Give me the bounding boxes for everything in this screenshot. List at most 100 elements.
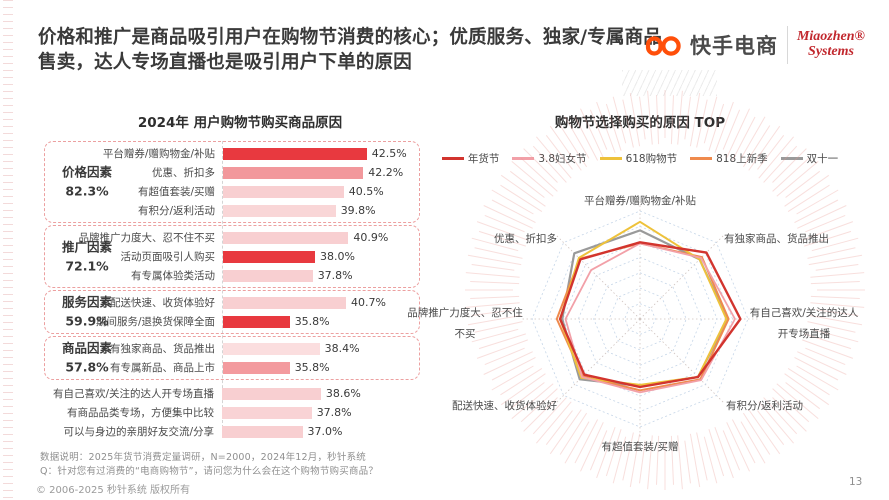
- bar-group-name: 商品因素: [61, 340, 112, 356]
- bar-group-percent: 72.1%: [65, 258, 109, 274]
- bar-chart-baseline: [222, 141, 223, 438]
- legend-label: 双十一: [806, 153, 839, 165]
- bar-value: 40.5%: [348, 185, 384, 198]
- bar-row: 优惠、折扣多 42.2%: [45, 163, 419, 182]
- miaozhen-logo-line1: Miaozhen®: [796, 29, 865, 45]
- legend-label: 618购物节: [625, 153, 678, 165]
- bar-row: 有积分/返利活动 39.8%: [45, 201, 419, 220]
- miaozhen-logo: Miaozhen® Systems: [797, 30, 865, 59]
- radar-axis-label-value-bundles: 有超值套装/买赠: [601, 441, 679, 453]
- bar-row: 期间服务/退换货保障全面 35.8%: [45, 312, 419, 331]
- bar-label: 品牌推广力度大、忍不住不买: [78, 232, 216, 244]
- radar-axis-label-influencer-livestream: 有自己喜欢/关注的达人开专场直播: [749, 307, 859, 340]
- logo-area: 快手电商 Miaozhen® Systems: [645, 26, 865, 64]
- bar-factor-group: 服务因素 59.9% 配送快速、收货体验好 40.7% 期间服务/退换货保障全面 35.8…: [44, 290, 420, 334]
- bar-label: 有商品品类专场，方便集中比较: [67, 407, 214, 419]
- legend-item: 618购物节: [599, 151, 678, 166]
- bar-value: 37.0%: [307, 425, 343, 438]
- bar-label: 期间服务/退换货保障全面: [95, 316, 215, 328]
- legend-swatch: [441, 157, 464, 160]
- kuaishou-logo-text: 快手电商: [689, 34, 778, 58]
- radar-legend: 年货节 3.8妇女节 618购物节 818上新季 双十一: [441, 151, 838, 166]
- bar: [222, 406, 312, 419]
- legend-swatch: [599, 157, 622, 160]
- bar-group-label: 商品因素 57.8%: [51, 339, 123, 378]
- bar-row: 可以与身边的亲朋好友交流/分享 37.0%: [44, 422, 420, 441]
- legend-label: 年货节: [467, 153, 500, 165]
- bar-label: 有专属新品、商品上市: [110, 362, 215, 374]
- bar-row: 有商品品类专场，方便集中比较 37.8%: [44, 403, 420, 422]
- bar-factor-group: 推广因素 72.1% 品牌推广力度大、忍不住不买 40.9% 活动页面吸引人购买 38.0…: [44, 225, 420, 288]
- bar-value: 39.8%: [340, 204, 376, 217]
- bar-label: 平台赠券/赠购物金/补贴: [102, 148, 215, 160]
- bar: [222, 425, 303, 438]
- copyright: © 2006-2025 秒针系统 版权所有: [36, 485, 191, 496]
- radar-chart: [465, 90, 865, 490]
- bar-value: 38.0%: [320, 250, 355, 263]
- radar-chart-title: 购物节选择购买的原因 TOP: [554, 115, 726, 131]
- bar-row: 活动页面吸引人购买 38.0%: [45, 247, 419, 266]
- bar: [223, 315, 290, 328]
- bar-row: 有自己喜欢/关注的达人开专场直播 38.6%: [44, 384, 420, 403]
- bar-group-label: 价格因素 82.3%: [51, 163, 123, 202]
- data-note-line1: 数据说明：2025年货节消费定量调研，N=2000，2024年12月，秒针系统: [40, 452, 366, 463]
- bar-label: 有独家商品、货品推出: [110, 343, 215, 355]
- bar-group-percent: 82.3%: [65, 184, 109, 199]
- logo-divider: [786, 26, 788, 64]
- bar-label: 有自己喜欢/关注的达人开专场直播: [52, 388, 214, 400]
- slide-title: 价格和推广是商品吸引用户在购物节消费的核心；优质服务、独家/专属商品售卖，达人专…: [38, 27, 663, 73]
- bar-value: 42.5%: [371, 147, 407, 160]
- radar-series-年货节: [558, 241, 742, 389]
- radar-axis-label-points-rebate: 有积分/返利活动: [726, 400, 804, 412]
- bar-label: 可以与身边的亲朋好友交流/分享: [63, 426, 214, 438]
- hatch-decoration: [622, 70, 717, 96]
- bar-value: 38.6%: [325, 387, 361, 400]
- radar-axis-label-discounts: 优惠、折扣多: [494, 233, 557, 245]
- bar-group-name: 价格因素: [61, 164, 112, 180]
- bar-value: 40.7%: [351, 296, 386, 309]
- radar-series-3.8妇女节: [564, 242, 736, 394]
- bar-label: 有积分/返利活动: [137, 205, 215, 217]
- bar-extra-rows: 有自己喜欢/关注的达人开专场直播 38.6% 有商品品类专场，方便集中比较 37.8%…: [44, 382, 420, 441]
- bar: [223, 147, 367, 160]
- bar: [223, 342, 320, 355]
- bar: [223, 185, 344, 198]
- legend-swatch: [690, 157, 713, 160]
- legend-swatch: [780, 157, 803, 160]
- bar: [223, 269, 313, 282]
- bar: [223, 204, 336, 217]
- bar-row: 有超值套装/买赠 40.5%: [45, 182, 419, 201]
- bar-row: 品牌推广力度大、忍不住不买 40.9%: [45, 228, 419, 247]
- bar-group-name: 推广因素: [61, 239, 112, 255]
- legend-item: 年货节: [441, 151, 500, 166]
- bar-label: 有专属体验类活动: [131, 270, 215, 282]
- bar-row: 有专属新品、商品上市 35.8%: [45, 358, 419, 377]
- bar-label: 活动页面吸引人购买: [120, 251, 216, 263]
- bar-label: 优惠、折扣多: [152, 167, 215, 179]
- radar-axis-label-exclusive-goods: 有独家商品、货品推出: [724, 233, 829, 245]
- legend-label: 818上新季: [716, 153, 768, 165]
- bar: [223, 166, 364, 179]
- bar-value: 38.4%: [324, 342, 360, 355]
- data-note-line2: Q：针对您有过消费的“电商购物节”，请问您为什么会在这个购物节购买商品？: [40, 466, 379, 477]
- bar: [222, 387, 321, 400]
- legend-label: 3.8妇女节: [538, 153, 587, 165]
- radar-series-618购物节: [559, 220, 728, 386]
- bar-factor-group: 商品因素 57.8% 有独家商品、货品推出 38.4% 有专属新品、商品上市 35.8%: [44, 336, 420, 380]
- left-edge-decoration: [3, 0, 13, 500]
- bar-factor-group: 价格因素 82.3% 平台赠券/赠购物金/补贴 42.5% 优惠、折扣多 42.2% 有超值…: [44, 141, 420, 223]
- bar-group-label: 推广因素 72.1%: [51, 237, 123, 276]
- bar-value: 35.8%: [294, 315, 330, 328]
- legend-item: 双十一: [780, 151, 839, 166]
- legend-item: 818上新季: [690, 151, 768, 166]
- radar-axis-label-brand-promotion: 品牌推广力度大、忍不住不买: [407, 307, 523, 340]
- page-number: 13: [849, 476, 863, 488]
- miaozhen-logo-line2: Systems: [808, 44, 854, 59]
- radar-axis-label-platform-coupons: 平台赠券/赠购物金/补贴: [583, 195, 697, 207]
- bar-group-name: 服务因素: [61, 294, 112, 310]
- bar-value: 40.9%: [353, 231, 389, 244]
- bar-row: 有专属体验类活动 37.8%: [45, 266, 419, 285]
- bar-chart-title: 2024年 用户购物节购买商品原因: [137, 115, 343, 131]
- bar-row: 平台赠券/赠购物金/补贴 42.5%: [45, 144, 419, 163]
